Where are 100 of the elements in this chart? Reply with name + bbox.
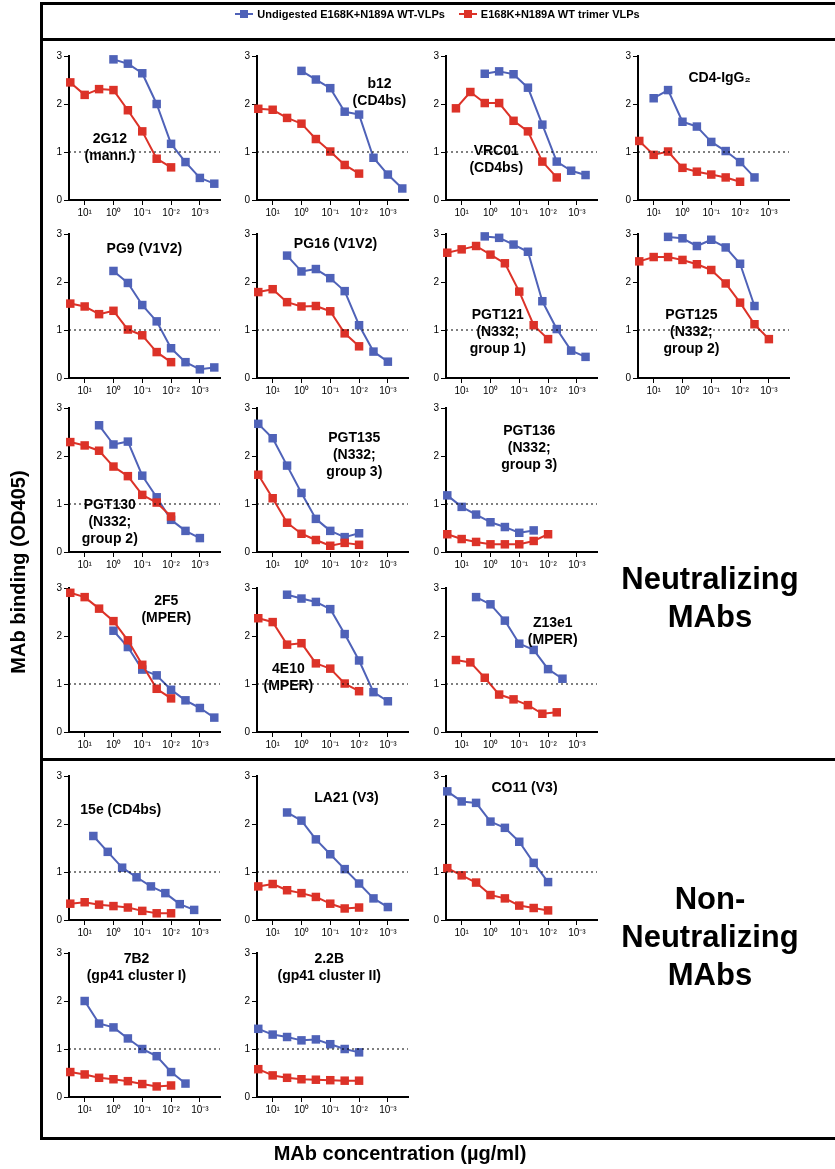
x-tick-label: 10¹ — [646, 206, 662, 218]
y-tick-label: 0 — [625, 193, 632, 205]
x-tick-label: 10⁻² — [539, 384, 558, 396]
x-tick-label: 10⁻¹ — [702, 384, 721, 396]
y-tick-label: 2 — [433, 817, 440, 829]
x-tick-label: 10⁻² — [162, 384, 181, 396]
y-tick-label: 2 — [433, 449, 440, 461]
y-tick-label: 1 — [56, 865, 63, 877]
chart-title: 7B2 (gp41 cluster I) — [86, 949, 187, 984]
x-tick-label: 10¹ — [77, 558, 93, 570]
y-tick-label: 2 — [56, 994, 63, 1006]
x-tick-label: 10⁻² — [162, 1103, 181, 1115]
y-tick-label: 3 — [433, 49, 440, 61]
y-tick-label: 1 — [244, 145, 251, 157]
x-tick-label: 10⁰ — [105, 926, 122, 938]
y-tick-label: 0 — [625, 371, 632, 383]
x-tick-label: 10⁻³ — [191, 206, 210, 218]
x-tick-label: 10⁻³ — [191, 1103, 210, 1115]
x-tick-label: 10⁻¹ — [321, 206, 340, 218]
y-tick-label: 0 — [244, 1090, 251, 1102]
chart-title: PG9 (V1V2) — [106, 239, 183, 257]
y-tick-label: 3 — [56, 946, 63, 958]
x-tick-label: 10¹ — [454, 558, 470, 570]
y-tick-label: 1 — [433, 497, 440, 509]
x-tick-label: 10⁻³ — [191, 738, 210, 750]
y-tick-label: 1 — [244, 1042, 251, 1054]
y-tick-label: 0 — [244, 725, 251, 737]
y-tick-label: 1 — [433, 323, 440, 335]
x-tick-label: 10⁻¹ — [510, 738, 529, 750]
x-tick-label: 10⁻² — [539, 558, 558, 570]
x-tick-label: 10¹ — [454, 926, 470, 938]
y-tick-label: 2 — [244, 449, 251, 461]
text: LA21 (V3) — [314, 788, 379, 806]
x-tick-label: 10⁻³ — [568, 558, 587, 570]
text: PGT135 (N332; group 3) — [326, 428, 383, 480]
x-tick-label: 10⁻² — [162, 926, 181, 938]
y-axis-title: MAb binding (OD405) — [6, 469, 30, 676]
x-tick-label: 10¹ — [77, 206, 93, 218]
x-tick-label: 10⁻² — [731, 384, 750, 396]
x-tick-label: 10¹ — [265, 738, 281, 750]
text: b12 (CD4bs) — [352, 74, 407, 109]
x-tick-label: 10⁻¹ — [133, 206, 152, 218]
y-tick-label: 1 — [56, 677, 63, 689]
legend-label: E168K+N189A WT trimer VLPs — [480, 8, 640, 20]
x-tick-label: 10⁻² — [731, 206, 750, 218]
y-tick-label: 1 — [244, 865, 251, 877]
y-tick-label: 3 — [433, 769, 440, 781]
x-tick-label: 10⁻¹ — [321, 1103, 340, 1115]
y-tick-label: 3 — [56, 581, 63, 593]
x-tick-label: 10⁻¹ — [702, 206, 721, 218]
y-tick-label: 2 — [56, 275, 63, 287]
y-tick-label: 2 — [433, 97, 440, 109]
x-tick-label: 10⁰ — [482, 926, 499, 938]
y-tick-label: 0 — [56, 913, 63, 925]
x-tick-label: 10⁻³ — [379, 1103, 398, 1115]
x-tick-label: 10⁻¹ — [321, 558, 340, 570]
x-tick-label: 10⁰ — [482, 206, 499, 218]
y-tick-label: 3 — [56, 401, 63, 413]
x-tick-label: 10⁻² — [539, 206, 558, 218]
y-tick-label: 0 — [433, 913, 440, 925]
y-tick-label: 2 — [433, 275, 440, 287]
x-tick-label: 10⁻² — [162, 738, 181, 750]
x-tick-label: 10⁻² — [350, 206, 369, 218]
y-tick-label: 3 — [56, 49, 63, 61]
y-tick-label: 1 — [56, 145, 63, 157]
x-tick-label: 10⁻² — [350, 738, 369, 750]
x-tick-label: 10⁰ — [105, 738, 122, 750]
x-tick-label: 10⁻¹ — [510, 926, 529, 938]
y-tick-label: 3 — [244, 401, 251, 413]
y-tick-label: 0 — [56, 371, 63, 383]
x-tick-label: 10¹ — [265, 558, 281, 570]
x-tick-label: 10⁻³ — [191, 926, 210, 938]
y-tick-label: 2 — [244, 817, 251, 829]
x-tick-label: 10⁰ — [293, 206, 310, 218]
x-tick-label: 10¹ — [265, 926, 281, 938]
y-tick-label: 0 — [56, 545, 63, 557]
x-tick-label: 10⁻² — [350, 558, 369, 570]
y-tick-label: 3 — [244, 49, 251, 61]
y-tick-label: 1 — [56, 1042, 63, 1054]
x-tick-label: 10⁰ — [105, 558, 122, 570]
y-tick-label: 1 — [433, 145, 440, 157]
y-tick-label: 1 — [56, 497, 63, 509]
x-tick-label: 10⁻¹ — [510, 558, 529, 570]
x-tick-label: 10¹ — [454, 384, 470, 396]
x-tick-label: 10⁻³ — [568, 738, 587, 750]
x-tick-label: 10⁻² — [162, 206, 181, 218]
x-tick-label: 10¹ — [77, 384, 93, 396]
y-tick-label: 2 — [56, 97, 63, 109]
y-tick-label: 1 — [244, 323, 251, 335]
y-tick-label: 0 — [56, 193, 63, 205]
y-tick-label: 2 — [56, 629, 63, 641]
x-tick-label: 10⁰ — [293, 558, 310, 570]
y-tick-label: 2 — [244, 275, 251, 287]
y-tick-label: 2 — [625, 97, 632, 109]
x-tick-label: 10⁰ — [482, 384, 499, 396]
y-tick-label: 2 — [56, 449, 63, 461]
y-tick-label: 1 — [244, 677, 251, 689]
chart-title: 2.2B (gp41 cluster II) — [277, 949, 381, 984]
x-axis-title: MAb concentration (µg/ml) — [272, 1141, 528, 1165]
x-tick-label: 10⁻¹ — [133, 926, 152, 938]
